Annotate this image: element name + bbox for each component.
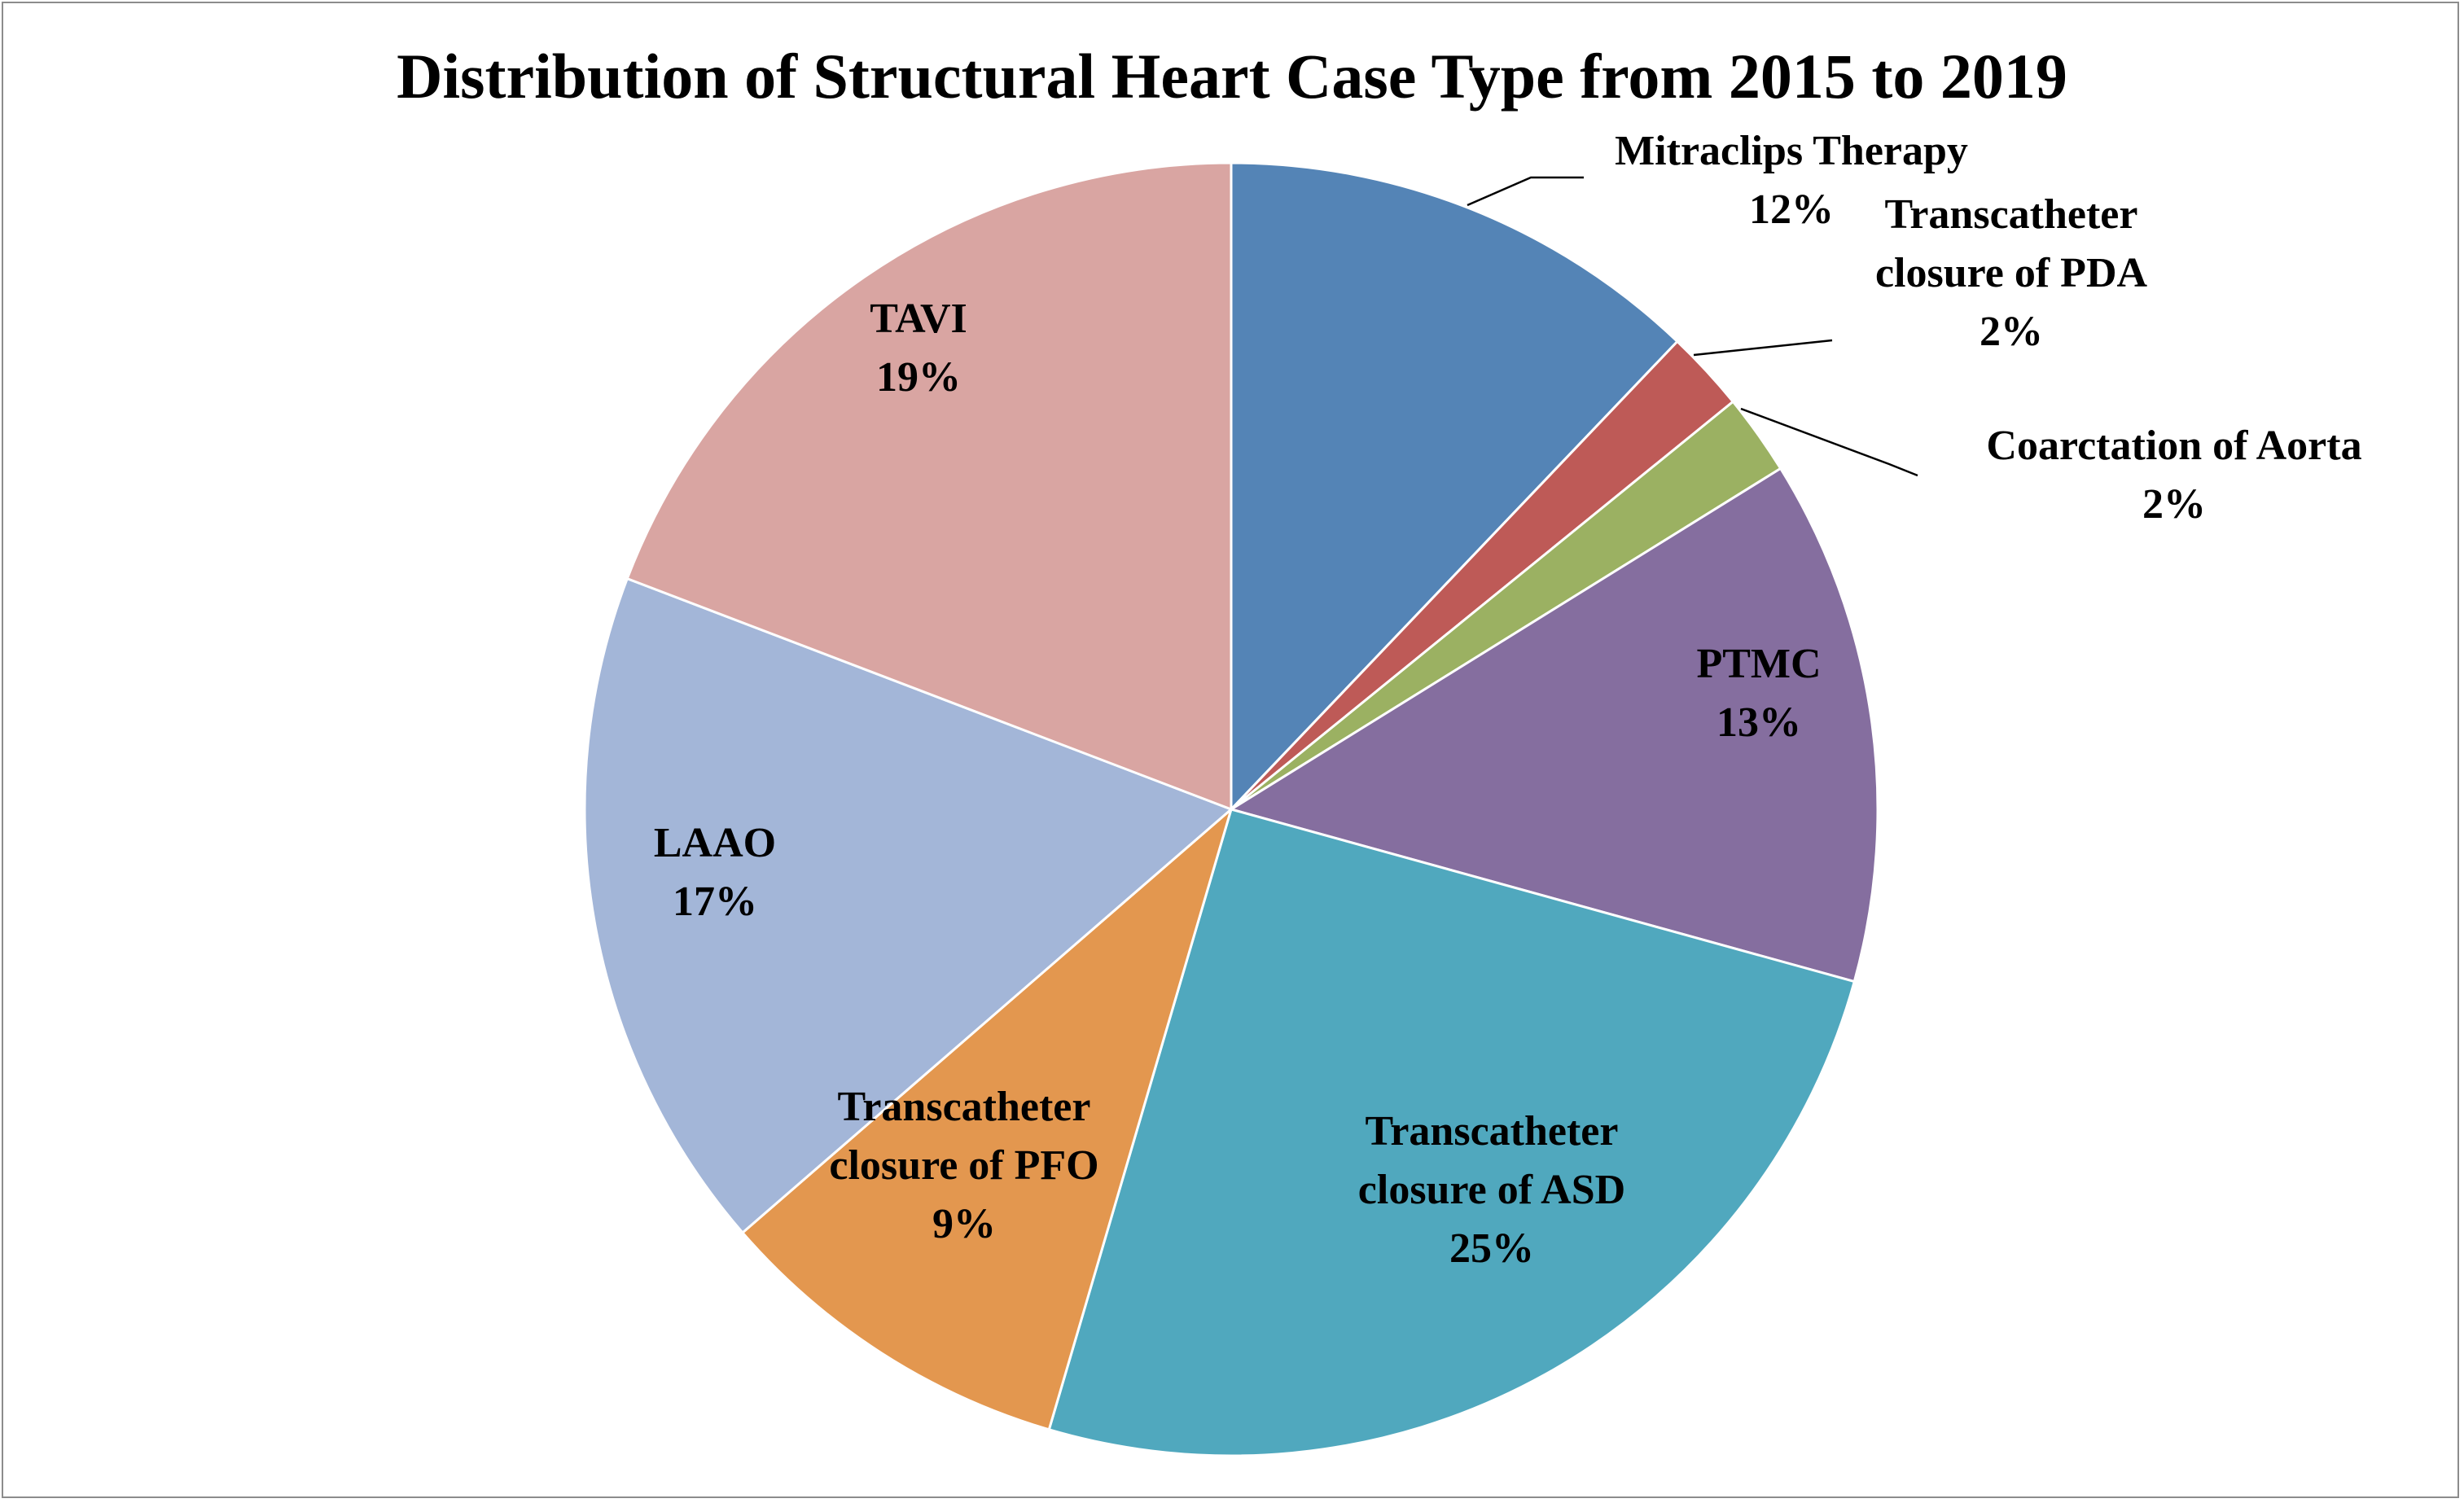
slice-label-tavi: TAVI 19%	[870, 296, 967, 401]
pie-slice-transcatheter-closure-of-pfo	[740, 805, 1234, 1431]
slice-value-label: 13%	[1716, 699, 1801, 746]
slice-label-transcatheter-closure-of-pfo: Transcatheter closure of PFO 9%	[829, 1084, 1098, 1247]
slice-label-coarctation-of-aorta: Coarctation of Aorta 2%	[1986, 423, 2361, 528]
slice-label-mitraclips-therapy: Mitraclips Therapy 12%	[1615, 128, 1968, 233]
slice-name-label: Transcatheter	[1885, 191, 2138, 238]
leader-lines	[1467, 176, 1918, 477]
slice-name-label: Transcatheter	[838, 1084, 1091, 1130]
pie-slice-laao	[583, 576, 1234, 1235]
leader-line-coarctation-of-aorta	[1740, 407, 1918, 477]
slice-name-label: LAAO	[654, 820, 776, 866]
slice-name-label: closure of ASD	[1358, 1167, 1625, 1213]
slice-label-ptmc: PTMC 13%	[1696, 641, 1821, 746]
leader-line-mitraclips-therapy	[1467, 176, 1584, 207]
slice-label-transcatheter-closure-of-asd: Transcatheter closure of ASD 25%	[1358, 1108, 1625, 1272]
pie-slice-tavi	[625, 161, 1233, 812]
slice-value-label: 19%	[876, 354, 961, 401]
slice-name-label: closure of PDA	[1875, 250, 2148, 296]
slice-name-label: Mitraclips Therapy	[1615, 128, 1968, 174]
slice-value-label: 2%	[1980, 309, 2043, 355]
slice-label-transcatheter-closure-of-pda: Transcatheter closure of PDA 2%	[1875, 191, 2148, 355]
pie-slices	[583, 161, 1879, 1457]
slice-value-label: 2%	[2142, 481, 2206, 528]
slice-name-label: PTMC	[1696, 641, 1821, 687]
slice-value-label: 17%	[673, 879, 757, 925]
slice-name-label: closure of PFO	[829, 1142, 1098, 1189]
leader-line-transcatheter-closure-of-pda	[1693, 339, 1833, 357]
pie-slice-mitraclips-therapy	[1230, 161, 1680, 813]
slice-name-label: Coarctation of Aorta	[1986, 423, 2361, 469]
slice-name-label: TAVI	[870, 296, 967, 342]
slice-value-label: 9%	[932, 1201, 996, 1247]
slice-labels: Mitraclips Therapy 12% Transcatheter closur…	[654, 128, 2362, 1272]
slice-label-laao: LAAO 17%	[654, 820, 776, 925]
pie-slice-transcatheter-closure-of-asd	[1047, 808, 1857, 1457]
slice-value-label: 25%	[1449, 1225, 1534, 1272]
slice-value-label: 12%	[1749, 186, 1834, 233]
chart-title: Distribution of Structural Heart Case Ty…	[397, 41, 2067, 112]
slice-name-label: Transcatheter	[1366, 1108, 1619, 1155]
